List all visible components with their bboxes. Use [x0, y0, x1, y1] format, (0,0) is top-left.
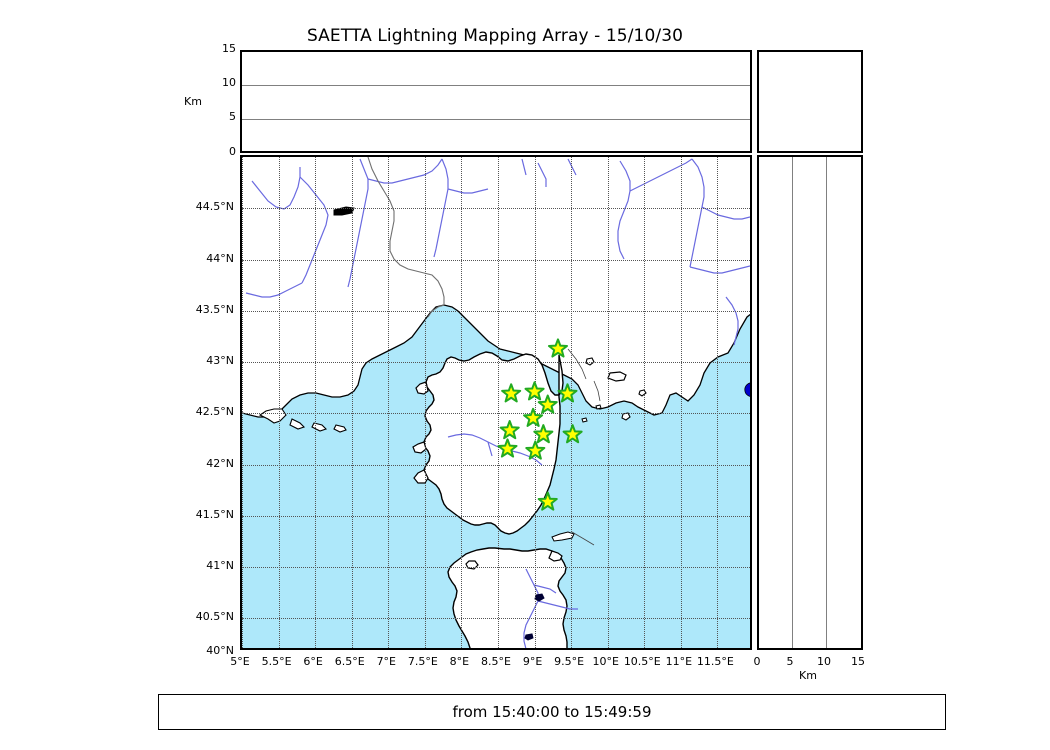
giglio-island	[638, 389, 647, 397]
gridline-right-5	[792, 157, 793, 648]
right-xtick-10: 10	[817, 655, 831, 668]
map-gridline-lon-8.5	[498, 157, 499, 648]
map-gridline-lat-44.5	[242, 208, 750, 209]
map-xtick-9.5: 9.5°E	[554, 655, 585, 668]
station-marker-star[interactable]	[557, 383, 578, 403]
map-gridline-lon-6	[315, 157, 317, 648]
station-marker-star[interactable]	[537, 394, 558, 414]
mainland-europe-landmass	[242, 157, 750, 418]
map-xtick-6: 6°E	[303, 655, 323, 668]
map-xtick-9: 9°E	[522, 655, 543, 668]
sardinia-northeast-coast	[548, 550, 563, 562]
top-altitude-panel	[240, 50, 752, 153]
islet-small-2	[581, 417, 588, 423]
map-gridline-lon-7	[388, 157, 390, 648]
political-borders	[367, 157, 445, 318]
map-ytick-42: 42°N	[206, 457, 234, 470]
right-xtick-15: 15	[851, 655, 865, 668]
map-gridline-lon-9	[534, 157, 536, 648]
map-ytick-41.5: 41.5°N	[195, 508, 234, 521]
station-marker-star[interactable]	[524, 381, 545, 401]
station-marker-star[interactable]	[525, 440, 546, 460]
map-gridline-lon-11	[680, 157, 682, 648]
coast-islet-a	[289, 418, 306, 430]
figure-title: SAETTA Lightning Mapping Array - 15/10/3…	[306, 26, 684, 46]
map-gridline-lat-40.5	[242, 618, 750, 619]
gridline-top-10	[242, 85, 750, 86]
map-xtick-8.5: 8.5°E	[481, 655, 511, 668]
station-marker-star[interactable]	[547, 338, 569, 358]
map-gridline-lat-43.5	[242, 311, 750, 312]
map-ytick-42.5: 42.5°N	[195, 405, 234, 418]
map-ytick-40: 40°N	[206, 644, 234, 657]
islet-small-1	[595, 404, 602, 410]
corner-panel	[757, 50, 863, 153]
map-xtick-5.5: 5.5°E	[261, 655, 292, 668]
right-xtick-5: 5	[786, 655, 794, 668]
map-gridline-lon-11.5	[717, 157, 719, 648]
lightning-source-marker	[744, 382, 750, 397]
sardinia-lake-2	[524, 633, 534, 641]
right-panel-xlabel: Km	[799, 669, 817, 682]
map-gridline-lon-7.5	[424, 157, 426, 648]
gridline-right-10	[826, 157, 827, 648]
station-marker-star[interactable]	[497, 438, 518, 458]
top-ytick-15: 15	[222, 42, 236, 55]
map-ytick-43: 43°N	[206, 354, 234, 367]
map-gridline-lon-8	[461, 157, 463, 648]
map-gridline-lat-44	[242, 260, 750, 261]
map-gridline-lat-42	[242, 465, 750, 466]
map-xtick-7.5: 7.5°E	[407, 655, 438, 668]
map-ytick-44.5: 44.5°N	[195, 200, 234, 213]
station-marker-star[interactable]	[533, 424, 554, 444]
map-xtick-11.5: 11.5°E	[696, 655, 734, 668]
lavezzi-islets	[551, 531, 575, 542]
top-ytick-0: 0	[229, 145, 236, 158]
corsica-scandola-cape	[412, 441, 427, 454]
station-marker-star[interactable]	[562, 424, 583, 444]
corsica-ajaccio-gulf	[413, 469, 429, 484]
right-altitude-panel	[757, 155, 863, 650]
station-marker-star[interactable]	[523, 407, 544, 427]
map-xtick-6.5: 6.5°E	[334, 655, 365, 668]
map-ytick-41: 41°N	[206, 559, 234, 572]
map-gridline-lon-9.5	[571, 157, 573, 648]
map-gridline-lon-10	[607, 157, 609, 648]
coast-islet-c	[333, 424, 347, 433]
map-xtick-7: 7°E	[376, 655, 397, 668]
station-marker-star[interactable]	[501, 383, 522, 403]
top-ytick-10: 10	[222, 76, 236, 89]
time-range-text: from 15:40:00 to 15:49:59	[452, 703, 652, 721]
map-gridline-lon-5.5	[278, 157, 280, 648]
station-marker-star[interactable]	[499, 420, 520, 440]
map-ytick-44: 44°N	[206, 252, 234, 265]
map-ytick-40.5: 40.5°N	[195, 610, 234, 623]
map-geography	[242, 157, 750, 648]
map-gridline-lon-10.5	[644, 157, 646, 648]
map-xtick-10: 10°E	[592, 655, 619, 668]
time-range-caption: from 15:40:00 to 15:49:59	[158, 694, 946, 730]
top-ytick-5: 5	[229, 110, 236, 123]
map-gridline-lon-5	[242, 157, 243, 648]
map-xtick-10.5: 10.5°E	[623, 655, 661, 668]
map-ytick-43.5: 43.5°N	[195, 303, 234, 316]
right-xtick-0: 0	[753, 655, 761, 668]
corsica-landmass	[423, 351, 564, 535]
map-gridline-lon-6.5	[351, 157, 353, 648]
top-panel-ylabel: Km	[184, 95, 202, 108]
map-gridline-lat-41.5	[242, 516, 750, 517]
map-gridline-lat-42.5	[242, 413, 750, 414]
map-xtick-8: 8°E	[449, 655, 470, 668]
map-xtick-5: 5°E	[230, 655, 250, 668]
map-gridline-lat-43	[242, 362, 750, 363]
map-gridline-lat-41	[242, 567, 750, 568]
station-marker-star[interactable]	[537, 491, 558, 511]
map-xtick-11: 11°E	[665, 655, 693, 668]
gridline-top-5	[242, 119, 750, 120]
map-panel[interactable]	[240, 155, 752, 650]
corsica-rivers	[447, 433, 543, 466]
station-overlay[interactable]	[242, 157, 752, 650]
